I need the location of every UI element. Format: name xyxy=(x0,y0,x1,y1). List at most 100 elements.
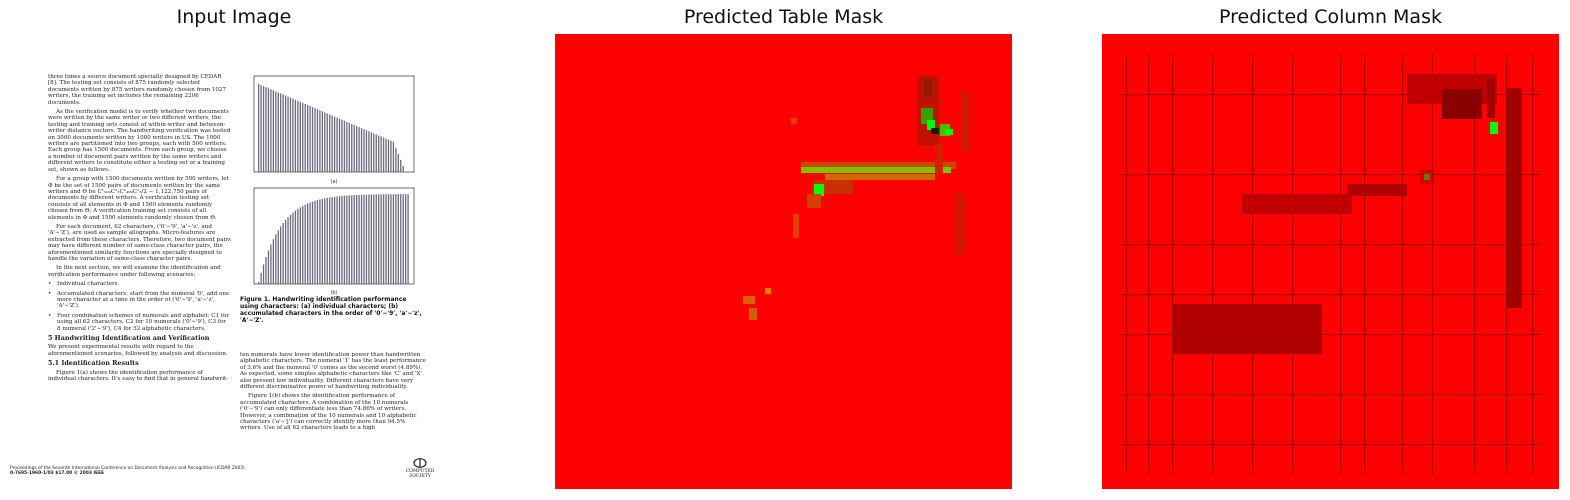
chart-bar xyxy=(400,194,402,284)
chart-bar xyxy=(289,97,292,172)
chart-bar xyxy=(387,194,390,284)
mask-line xyxy=(1172,54,1174,474)
chart-bar xyxy=(341,196,343,284)
chart-bar xyxy=(373,133,375,172)
mask-line xyxy=(1122,444,1542,446)
chart-bar xyxy=(373,194,375,284)
chart-bar xyxy=(294,99,297,172)
input-image-panel: three times a source document specially … xyxy=(8,34,460,489)
chart-bar xyxy=(319,110,321,172)
chart-bar xyxy=(265,87,267,172)
chart-bar xyxy=(348,195,350,284)
chart-bar xyxy=(277,92,279,172)
chart-bar xyxy=(297,208,299,284)
chart-bar xyxy=(365,130,368,172)
mask-line xyxy=(1126,54,1128,474)
paragraph: Figure 1(b) shows the identification per… xyxy=(240,393,417,432)
chart-bar xyxy=(360,128,363,172)
page-footer: Proceedings of the Seventh International… xyxy=(10,466,340,477)
chart-bar xyxy=(365,194,368,284)
chart-bar xyxy=(336,196,338,284)
bullet-item: Four combination schemes of numerals and… xyxy=(48,313,231,332)
chart-bar xyxy=(270,89,272,172)
chart-bar xyxy=(270,244,272,284)
footer-line: 0-7695-1960-1/03 $17.00 © 2003 IEEE xyxy=(10,471,105,477)
chart-bar xyxy=(363,194,365,284)
chart-bar xyxy=(331,197,333,284)
mask-line xyxy=(1252,54,1254,474)
chart-bar xyxy=(395,147,397,172)
chart-bar xyxy=(390,140,392,172)
paragraph: three times a source document specially … xyxy=(48,74,227,106)
chart-bar xyxy=(275,234,277,284)
chart-bar xyxy=(400,159,402,172)
chart-bar xyxy=(329,114,331,172)
chart-b-label: (b) xyxy=(330,290,337,296)
paragraph: For each document, 62 characters, ('0'∼'… xyxy=(48,223,231,262)
chart-bar xyxy=(343,120,346,172)
chart-bar xyxy=(346,195,348,284)
chart-bar xyxy=(405,194,407,284)
bullet-item: Accumulated characters: start from the n… xyxy=(48,291,231,310)
chart-bar xyxy=(311,201,314,284)
mask-line xyxy=(1364,54,1366,474)
chart-bar xyxy=(324,112,326,172)
chart-bar xyxy=(370,132,372,172)
mask-line xyxy=(1122,94,1542,96)
column-mask-title: Predicted Column Mask xyxy=(1219,6,1442,28)
column-mask-image xyxy=(1102,34,1559,489)
figure-caption: Figure 1. Handwriting identification per… xyxy=(240,296,422,324)
chart-bar xyxy=(284,219,287,284)
mask-region-top-right xyxy=(917,76,969,152)
mask-line xyxy=(1212,54,1214,474)
subsection-heading: 5.1 Identification Results xyxy=(48,359,139,368)
chart-bar xyxy=(326,113,328,172)
chart-bar xyxy=(304,103,306,172)
chart-bar xyxy=(397,153,399,172)
chart-bar xyxy=(314,200,316,284)
chart-a-label: (a) xyxy=(331,179,338,185)
mask-line xyxy=(1432,54,1434,474)
mask-line xyxy=(1122,394,1542,396)
mask-line xyxy=(1122,334,1542,336)
chart-bar xyxy=(307,105,309,172)
mask-line xyxy=(1292,54,1294,474)
chart-bar xyxy=(333,116,336,172)
input-image-title: Input Image xyxy=(176,6,292,28)
chart-bar xyxy=(287,217,289,284)
chart-bar xyxy=(282,94,284,172)
chart-bar xyxy=(338,118,341,172)
chart-bar xyxy=(258,84,260,172)
chart-bar xyxy=(297,100,299,172)
paragraph: ten numerals have lower identification p… xyxy=(240,352,426,391)
chart-bar xyxy=(380,136,382,172)
chart-bar xyxy=(392,194,395,284)
chart-bar xyxy=(292,212,294,284)
chart-bar xyxy=(378,135,380,172)
chart-bar xyxy=(346,121,348,172)
chart-bar xyxy=(314,108,316,172)
table-mask-title: Predicted Table Mask xyxy=(683,6,884,28)
chart-bar xyxy=(378,194,380,284)
mask-line xyxy=(1122,174,1542,176)
chart-bar xyxy=(329,197,331,284)
chart-bar xyxy=(382,137,385,172)
mask-line xyxy=(1474,54,1476,474)
mask-line xyxy=(1122,294,1542,296)
chart-bar xyxy=(294,210,297,284)
chart-bar xyxy=(316,200,319,284)
chart-bar xyxy=(267,250,270,284)
chart-bar xyxy=(321,198,323,284)
chart-bar xyxy=(375,194,377,284)
document-right-column: ten numerals have lower identification p… xyxy=(240,352,426,435)
chart-b: (b) xyxy=(253,187,415,296)
chart-bar xyxy=(402,165,404,172)
mask-line xyxy=(1148,54,1150,474)
chart-bar xyxy=(262,264,265,284)
chart-bar xyxy=(287,96,289,172)
chart-bar xyxy=(280,93,282,172)
chart-bar xyxy=(275,91,277,172)
chart-bar xyxy=(299,101,301,172)
chart-bar xyxy=(316,109,319,172)
chart-bar xyxy=(385,138,387,172)
